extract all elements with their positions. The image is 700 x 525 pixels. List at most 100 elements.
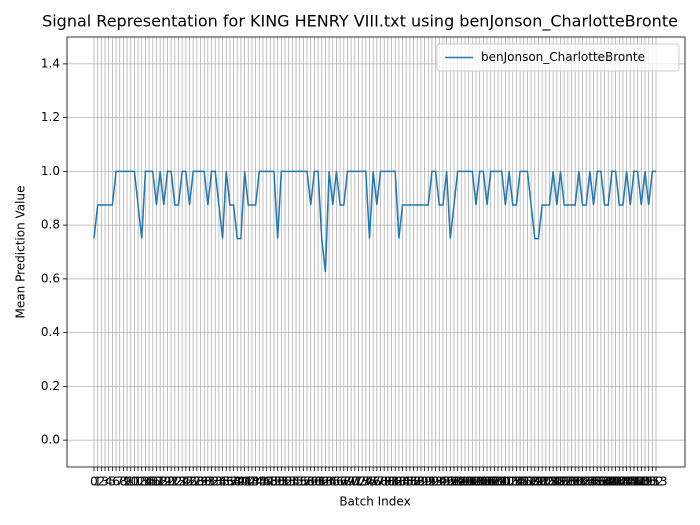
x-tick-label: 152 bbox=[641, 475, 664, 489]
x-tick-label: 141 bbox=[600, 475, 623, 489]
x-tick-label: 148 bbox=[626, 475, 649, 489]
x-tick-label: 131 bbox=[564, 475, 587, 489]
x-tick-label: 86 bbox=[402, 475, 417, 489]
x-tick-label: 65 bbox=[325, 475, 340, 489]
x-tick-label: 127 bbox=[549, 475, 572, 489]
x-tick-label: 75 bbox=[362, 475, 377, 489]
x-tick-label: 84 bbox=[395, 475, 410, 489]
x-tick-label: 79 bbox=[377, 475, 392, 489]
x-tick-label: 153 bbox=[645, 475, 668, 489]
x-tick-label: 42 bbox=[241, 475, 256, 489]
x-tick-label: 9 bbox=[123, 475, 131, 489]
x-tick-label: 88 bbox=[410, 475, 425, 489]
y-axis-label: Mean Prediction Value bbox=[14, 186, 28, 319]
y-tick-label: 1.4 bbox=[41, 56, 60, 70]
x-tick-label: 59 bbox=[303, 475, 318, 489]
x-tick-label: 18 bbox=[152, 475, 167, 489]
x-tick-label: 150 bbox=[634, 475, 657, 489]
x-tick-label: 130 bbox=[560, 475, 583, 489]
x-tick-label: 126 bbox=[545, 475, 568, 489]
x-tick-label: 12 bbox=[130, 475, 145, 489]
x-tick-label: 81 bbox=[384, 475, 399, 489]
x-tick-label: 32 bbox=[204, 475, 219, 489]
x-tick-label: 36 bbox=[219, 475, 234, 489]
x-tick-label: 107 bbox=[476, 475, 499, 489]
x-tick-label: 143 bbox=[608, 475, 631, 489]
x-tick-label: 135 bbox=[578, 475, 601, 489]
x-tick-label: 19 bbox=[156, 475, 171, 489]
x-tick-label: 13 bbox=[134, 475, 149, 489]
legend-label: benJonson_CharlotteBronte bbox=[481, 50, 645, 64]
x-tick-label: 87 bbox=[406, 475, 421, 489]
x-tick-label: 119 bbox=[520, 475, 543, 489]
x-tick-label: 115 bbox=[505, 475, 528, 489]
x-tick-label: 137 bbox=[586, 475, 609, 489]
x-tick-label: 55 bbox=[288, 475, 303, 489]
x-tick-label: 70 bbox=[343, 475, 358, 489]
x-tick-label: 27 bbox=[186, 475, 201, 489]
x-tick-label: 85 bbox=[399, 475, 414, 489]
x-tick-label: 80 bbox=[380, 475, 395, 489]
x-tick-label: 24 bbox=[175, 475, 190, 489]
x-tick-label: 16 bbox=[145, 475, 160, 489]
x-tick-label: 122 bbox=[531, 475, 554, 489]
y-tick-label: 1.0 bbox=[41, 164, 60, 178]
x-tick-label: 128 bbox=[553, 475, 576, 489]
x-tick-label: 50 bbox=[270, 475, 285, 489]
x-tick-label: 44 bbox=[248, 475, 263, 489]
x-tick-label: 40 bbox=[233, 475, 248, 489]
x-tick-label: 114 bbox=[501, 475, 524, 489]
x-tick-label: 49 bbox=[266, 475, 281, 489]
x-tick-label: 72 bbox=[351, 475, 366, 489]
x-tick-label: 52 bbox=[277, 475, 292, 489]
x-tick-label: 14 bbox=[138, 475, 153, 489]
x-tick-label: 71 bbox=[347, 475, 362, 489]
x-tick-label: 21 bbox=[163, 475, 178, 489]
x-tick-label: 90 bbox=[417, 475, 432, 489]
x-tick-label: 151 bbox=[637, 475, 660, 489]
x-tick-label: 51 bbox=[274, 475, 289, 489]
x-tick-label: 48 bbox=[263, 475, 278, 489]
x-tick-label: 147 bbox=[623, 475, 646, 489]
x-tick-label: 67 bbox=[332, 475, 347, 489]
x-tick-label: 5 bbox=[109, 475, 117, 489]
x-tick-label: 78 bbox=[373, 475, 388, 489]
x-tick-label: 145 bbox=[615, 475, 638, 489]
x-tick-label: 39 bbox=[230, 475, 245, 489]
x-tick-label: 142 bbox=[604, 475, 627, 489]
x-tick-label: 76 bbox=[366, 475, 381, 489]
x-tick-label: 6 bbox=[112, 475, 120, 489]
x-tick-label: 63 bbox=[318, 475, 333, 489]
x-tick-label: 8 bbox=[120, 475, 128, 489]
x-tick-label: 134 bbox=[575, 475, 598, 489]
x-tick-label: 58 bbox=[299, 475, 314, 489]
x-tick-label: 140 bbox=[597, 475, 620, 489]
x-tick-label: 26 bbox=[182, 475, 197, 489]
x-tick-label: 139 bbox=[593, 475, 616, 489]
x-tick-label: 46 bbox=[255, 475, 270, 489]
x-tick-label: 120 bbox=[523, 475, 546, 489]
x-tick-label: 95 bbox=[435, 475, 450, 489]
x-tick-label: 105 bbox=[468, 475, 491, 489]
x-tick-label: 54 bbox=[285, 475, 300, 489]
x-tick-label: 132 bbox=[567, 475, 590, 489]
y-tick-label: 0.4 bbox=[41, 325, 60, 339]
x-tick-label: 111 bbox=[490, 475, 513, 489]
legend: benJonson_CharlotteBronte bbox=[436, 43, 680, 72]
x-tick-label: 11 bbox=[127, 475, 142, 489]
x-tick-label: 109 bbox=[483, 475, 506, 489]
x-tick-label: 33 bbox=[208, 475, 223, 489]
x-tick-label: 29 bbox=[193, 475, 208, 489]
x-tick-label: 43 bbox=[244, 475, 259, 489]
x-tick-label: 82 bbox=[388, 475, 403, 489]
x-tick-label: 121 bbox=[527, 475, 550, 489]
x-tick-label: 77 bbox=[369, 475, 384, 489]
x-tick-label: 102 bbox=[457, 475, 480, 489]
x-tick-label: 34 bbox=[211, 475, 226, 489]
x-tick-label: 35 bbox=[215, 475, 230, 489]
x-tick-label: 60 bbox=[307, 475, 322, 489]
x-tick-label: 149 bbox=[630, 475, 653, 489]
x-tick-label: 117 bbox=[512, 475, 535, 489]
x-tick-label: 15 bbox=[141, 475, 156, 489]
